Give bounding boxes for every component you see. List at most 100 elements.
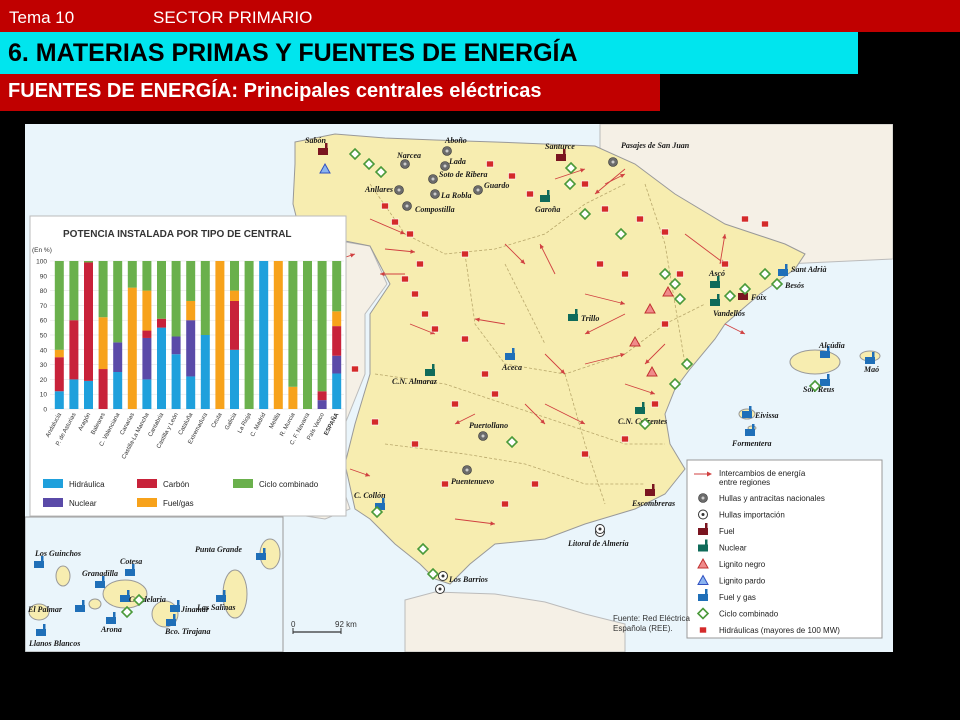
exchange-arrow <box>584 293 626 306</box>
plant-arona: Arona <box>100 612 122 634</box>
symbol-hullas_imp <box>435 584 445 594</box>
place-label: El Palmar <box>27 605 63 614</box>
plant-garo-a: Garoña <box>535 190 560 214</box>
symbol-lnegro <box>644 302 656 314</box>
plant-narcea: Narcea <box>396 151 421 169</box>
place-label: C. Collón <box>354 491 386 500</box>
plant-punta-grande: Punta Grande <box>195 545 266 560</box>
bar-segment <box>200 261 210 335</box>
bar-segment <box>230 300 239 350</box>
source-line-2: Española (REE). <box>613 624 673 633</box>
place-label: Jinamar <box>180 605 210 614</box>
bar-segment <box>142 379 152 409</box>
factory-darkred-icon <box>698 523 708 535</box>
symbol-hidro <box>491 390 499 398</box>
page-title: 6. MATERIAS PRIMAS Y FUENTES DE ENERGÍA <box>8 39 578 67</box>
title-bar: 6. MATERIAS PRIMAS Y FUENTES DE ENERGÍA <box>0 32 858 74</box>
symbol-hidro <box>508 172 516 180</box>
bar-segment <box>142 261 152 291</box>
y-tick-label: 10 <box>40 392 48 399</box>
plant-compostilla: Compostilla <box>402 201 455 214</box>
symbol-hidro <box>401 275 409 283</box>
symbol-hidro <box>381 202 389 210</box>
legend-label: Nuclear <box>719 544 747 553</box>
symbol-ciclo <box>426 567 440 581</box>
plant-la-robla: La Robla <box>430 189 471 200</box>
symbol-ciclo <box>723 289 737 303</box>
bar-segment <box>171 336 181 355</box>
bar-segment <box>230 261 239 291</box>
square-red-icon <box>699 626 707 634</box>
symbol-hidro <box>761 220 769 228</box>
place-label: Bco. Tirajana <box>164 627 210 636</box>
symbol-hidro <box>621 435 629 443</box>
place-label: Vandellós <box>713 309 745 318</box>
plant-llanos-blancos: Llanos Blancos <box>28 624 80 648</box>
bar-segment <box>127 261 137 288</box>
legend-item: Ciclo combinado <box>696 607 779 620</box>
symbol-ciclo <box>578 207 592 221</box>
symbol-hidro <box>406 230 414 238</box>
symbol-ciclo <box>374 165 388 179</box>
bar-segment <box>186 300 196 321</box>
symbol-hidro <box>661 228 669 236</box>
bar-segment <box>142 290 152 331</box>
top-bar: Tema 10 SECTOR PRIMARIO <box>0 0 960 32</box>
plant-son-reus: Son Reus <box>803 374 834 394</box>
symbol-lnegro <box>646 365 658 377</box>
place-label: Los Barrios <box>448 575 488 584</box>
symbol-hidro <box>351 365 359 373</box>
plant-formentera: Formentera <box>731 424 772 448</box>
place-label: Besós <box>784 281 804 290</box>
bar-segment <box>69 320 79 380</box>
bar-segment <box>317 400 327 409</box>
symbol-hidro <box>661 320 669 328</box>
sector-label: SECTOR PRIMARIO <box>153 8 313 27</box>
bar-segment <box>332 373 342 409</box>
bar-segment <box>127 287 137 409</box>
potencia-chart: POTENCIA INSTALADA POR TIPO DE CENTRAL (… <box>29 215 347 517</box>
chart-legend-item: Nuclear <box>43 498 97 508</box>
place-label: Llanos Blancos <box>28 639 80 648</box>
place-label: Sant Adrià <box>791 265 827 274</box>
plant-los-guinchos: Los Guinchos <box>34 549 81 568</box>
y-tick-label: 50 <box>40 333 48 340</box>
bar-segment <box>332 261 342 312</box>
chart-legend-item: Hidráulica <box>43 479 105 489</box>
bar-segment <box>215 261 225 409</box>
gear-outline-icon <box>698 509 708 520</box>
symbol-hidro <box>441 480 449 488</box>
y-tick-label: 80 <box>40 288 48 295</box>
svg-text:entre regiones: entre regiones <box>719 478 770 487</box>
bar-segment <box>54 391 64 409</box>
bar-segment <box>317 391 327 401</box>
bar-segment <box>113 261 123 343</box>
exchange-arrow <box>349 468 371 477</box>
place-label: Las Salinas <box>196 603 235 612</box>
y-tick-label: 100 <box>36 259 47 266</box>
plant-los-barrios: Los Barrios <box>438 571 488 584</box>
symbol-hidro <box>486 160 494 168</box>
plant-jinamar: Jinamar <box>170 600 210 614</box>
place-label: Trillo <box>581 314 599 323</box>
symbol-ciclo <box>505 435 519 449</box>
bar-segment <box>230 349 239 409</box>
legend-label: Hidráulicas (mayores de 100 MW) <box>719 626 840 635</box>
exchange-arrow <box>544 353 566 375</box>
symbol-hidro <box>651 400 659 408</box>
chart-legend-item: Fuel/gas <box>137 498 194 508</box>
symbol-hidro <box>676 270 684 278</box>
place-label: Garoña <box>535 205 560 214</box>
plant-alc-dia: Alcúdia <box>818 341 845 358</box>
symbol-hidro <box>411 290 419 298</box>
bar-segment <box>303 261 312 409</box>
place-label: Puertollano <box>469 421 508 430</box>
subtitle-bar: FUENTES DE ENERGÍA: Principales centrale… <box>0 74 660 111</box>
symbol-lnegro <box>662 285 674 297</box>
symbol-ciclo <box>120 605 134 619</box>
plant-aceca: Aceca <box>501 348 522 372</box>
symbol-ciclo <box>738 282 752 296</box>
place-label: Pasajes de San Juan <box>621 141 690 150</box>
legend-item: Hullas y antracitas nacionales <box>698 493 825 503</box>
